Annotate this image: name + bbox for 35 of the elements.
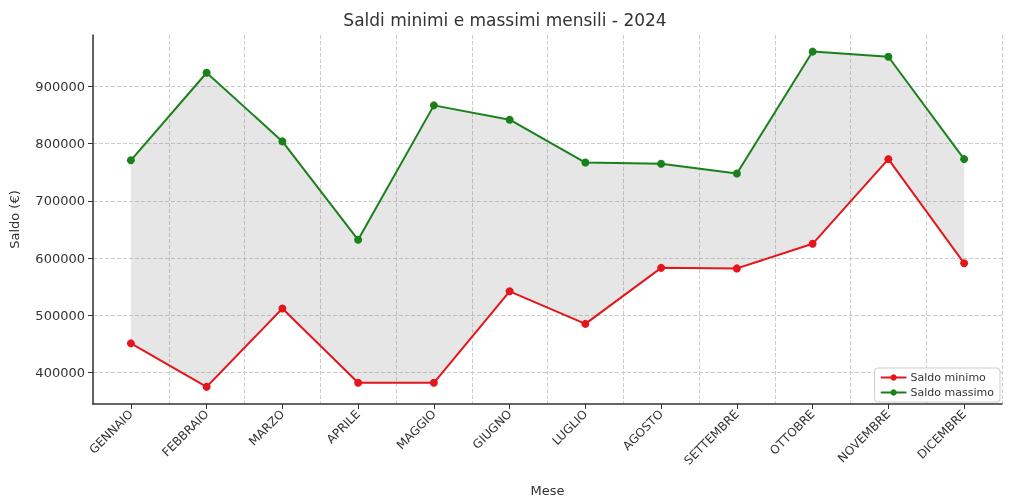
point xyxy=(732,169,741,178)
point xyxy=(808,239,817,248)
point xyxy=(960,259,969,268)
point xyxy=(581,319,590,328)
y-tick-label: 800000 xyxy=(35,136,85,152)
point xyxy=(429,101,438,110)
point xyxy=(657,263,666,272)
point xyxy=(505,287,514,296)
point xyxy=(884,155,893,164)
point xyxy=(429,378,438,387)
point xyxy=(960,155,969,164)
y-tick-label: 400000 xyxy=(35,365,85,381)
point xyxy=(354,378,363,387)
point xyxy=(884,52,893,61)
point xyxy=(505,115,514,124)
point xyxy=(581,158,590,167)
point xyxy=(278,304,287,313)
point xyxy=(657,159,666,168)
y-tick-label: 600000 xyxy=(35,250,85,266)
point xyxy=(126,339,135,348)
point xyxy=(126,156,135,165)
y-tick-label: 900000 xyxy=(35,78,85,94)
point xyxy=(354,235,363,244)
point xyxy=(278,137,287,146)
y-tick-label: 500000 xyxy=(35,307,85,323)
point xyxy=(732,264,741,273)
point xyxy=(808,47,817,56)
point xyxy=(202,382,211,391)
legend-label: Saldo minimo xyxy=(910,371,987,384)
x-axis-title: Mese xyxy=(530,483,565,498)
chart-title: Saldi minimi e massimi mensili - 2024 xyxy=(343,9,667,30)
legend-label: Saldo massimo xyxy=(910,386,995,399)
y-axis-title: Saldo (€) xyxy=(7,190,22,249)
point xyxy=(202,68,211,77)
y-tick-label: 700000 xyxy=(35,193,85,209)
